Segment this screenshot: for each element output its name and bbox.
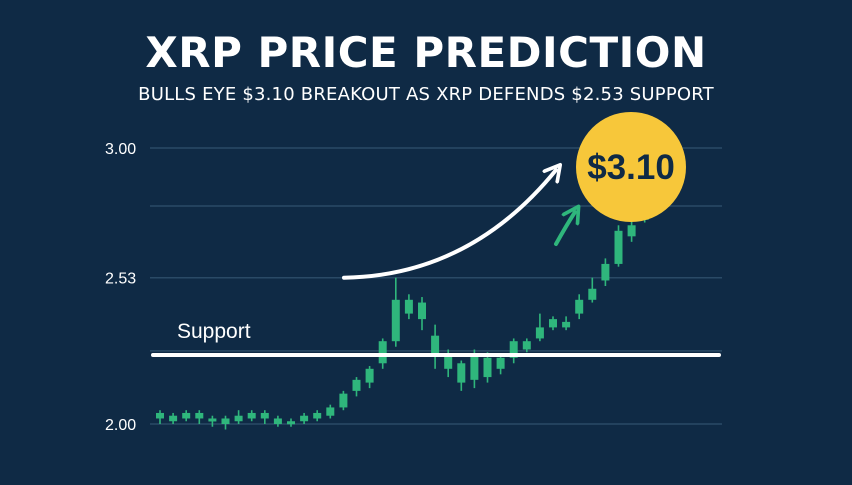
candle — [418, 297, 426, 331]
candle — [313, 410, 322, 422]
candle-body — [339, 393, 348, 408]
candle — [483, 352, 492, 383]
candle — [365, 366, 374, 389]
candle-body — [300, 415, 309, 422]
candle-body — [496, 357, 505, 369]
candle-body — [352, 379, 361, 391]
candle — [588, 277, 597, 303]
candle-body — [287, 421, 295, 425]
candle — [300, 412, 309, 424]
candle-body — [522, 341, 531, 350]
candle — [156, 410, 164, 424]
y-tick-label: 2.53 — [105, 271, 136, 288]
candle — [431, 324, 440, 369]
target-badge: $3.10 — [576, 112, 686, 222]
candle-body — [535, 327, 544, 339]
candle — [247, 410, 256, 422]
candle-body — [588, 288, 597, 300]
candle-body — [273, 418, 282, 424]
candle-body — [627, 225, 636, 237]
candle — [575, 294, 584, 320]
candle-body — [614, 230, 623, 264]
candle-body — [457, 363, 466, 383]
candle — [549, 316, 557, 331]
candle — [404, 294, 413, 320]
candle-body — [562, 321, 571, 328]
candle-body — [221, 418, 230, 424]
page-title: XRP PRICE PREDICTION — [145, 28, 707, 77]
target-price-label: $3.10 — [587, 148, 675, 187]
candle-body — [391, 299, 400, 342]
candle-body — [365, 368, 374, 383]
candle-body — [156, 412, 164, 419]
candle — [614, 225, 623, 267]
candle-body — [470, 355, 479, 380]
candle — [273, 415, 282, 427]
candle — [562, 316, 571, 331]
candle-body — [195, 412, 204, 419]
candle-body — [444, 355, 453, 369]
candle — [260, 410, 269, 424]
candle-body — [182, 412, 191, 419]
support-label: Support — [177, 320, 251, 343]
candle-body — [509, 341, 518, 358]
candle-body — [169, 415, 178, 422]
candle — [457, 360, 466, 391]
candle — [208, 415, 217, 427]
candle-body — [431, 335, 440, 355]
y-tick-label: 3.00 — [105, 141, 136, 158]
candle-body — [404, 299, 413, 314]
candle-body — [234, 415, 243, 422]
candle — [391, 277, 400, 347]
candle-body — [208, 418, 217, 422]
candle-body — [378, 341, 387, 364]
page-subtitle: BULLS EYE $3.10 BREAKOUT AS XRP DEFENDS … — [138, 84, 714, 105]
candle — [535, 313, 544, 342]
momentum-arrow — [554, 212, 575, 246]
candle-body — [418, 302, 426, 320]
y-tick-label: 2.00 — [105, 417, 136, 434]
candle-body — [313, 412, 322, 419]
projection-arrow — [342, 170, 556, 280]
candle — [509, 338, 518, 364]
target-badge-circle — [576, 112, 686, 222]
candle-body — [601, 263, 610, 281]
candle — [339, 390, 348, 411]
candle — [352, 377, 361, 397]
candle — [221, 415, 230, 430]
candle — [287, 418, 295, 427]
candle-body — [575, 299, 584, 314]
candle-body — [247, 412, 256, 419]
candle — [496, 355, 505, 375]
candle-body — [260, 412, 269, 419]
candle — [182, 410, 191, 422]
candle-body — [483, 357, 492, 378]
candle — [601, 258, 610, 286]
candle — [234, 410, 243, 424]
candle — [326, 404, 335, 419]
candle — [195, 410, 204, 424]
candle-body — [326, 407, 335, 416]
candle — [522, 338, 531, 353]
candle — [169, 412, 178, 424]
candle-body — [549, 319, 557, 328]
